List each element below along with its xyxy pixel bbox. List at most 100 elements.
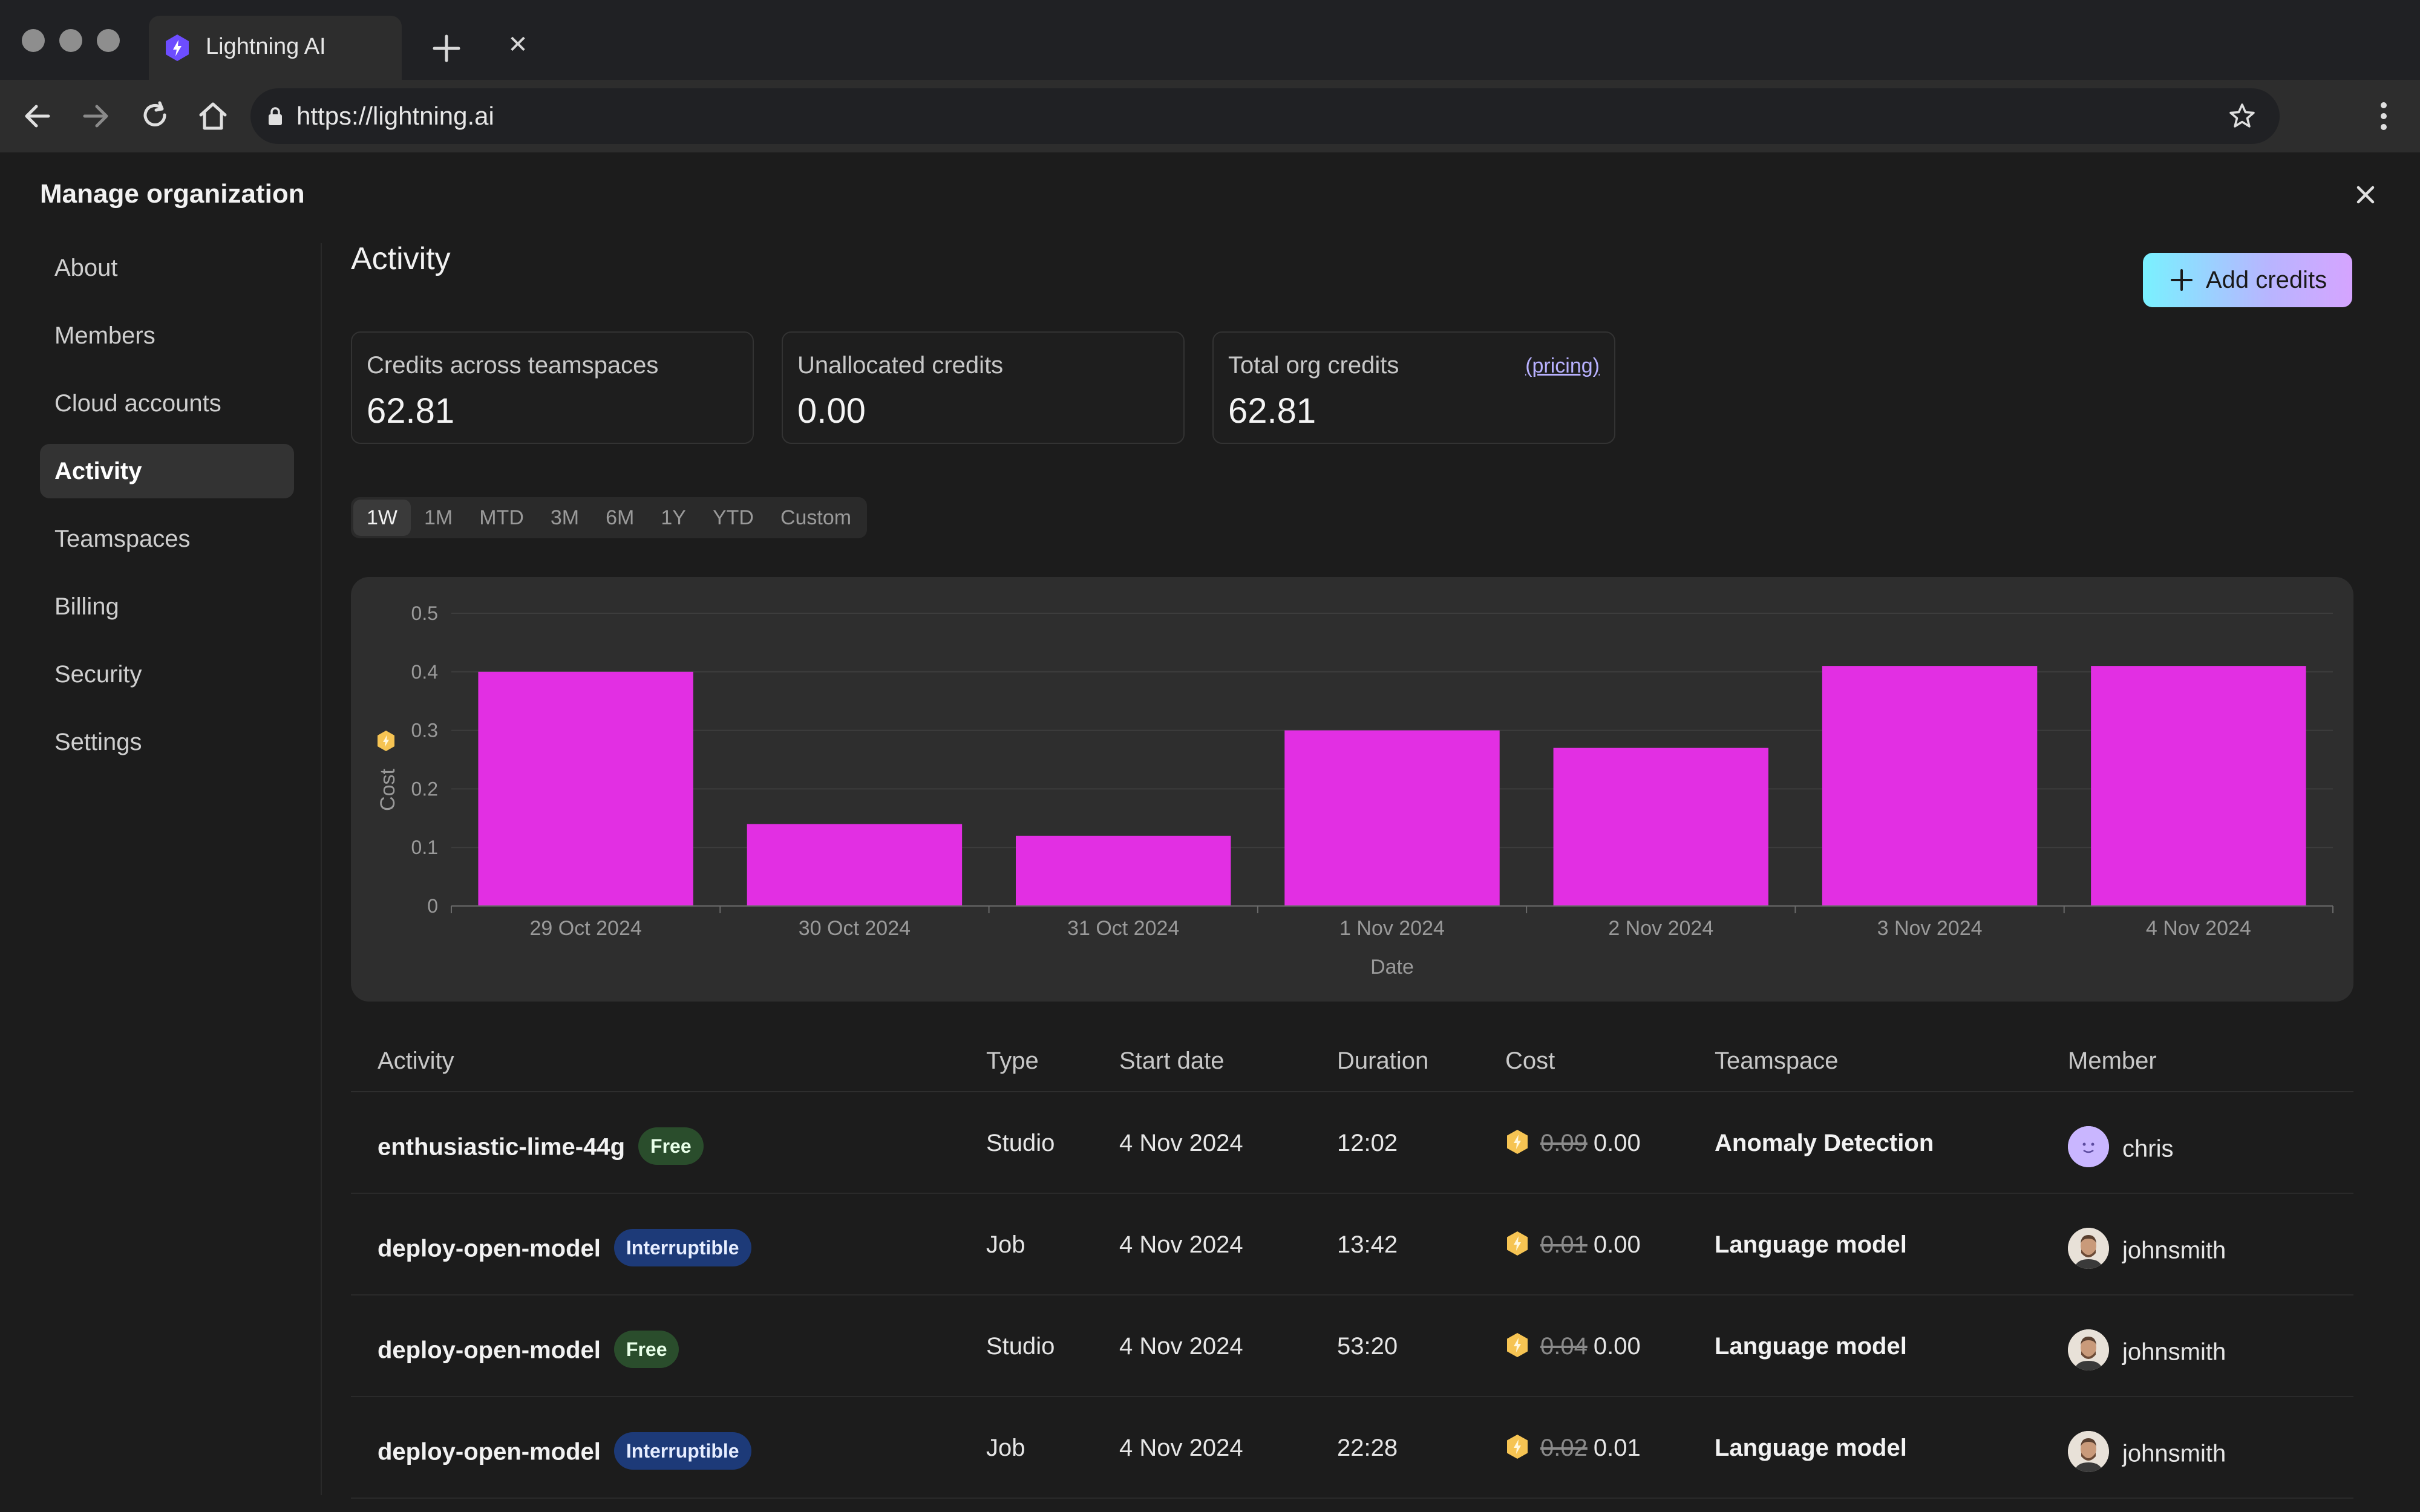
table-row[interactable]: deploy-open-model Free Studio 4 Nov 2024 53:…: [351, 1295, 2353, 1397]
column-header-start-date[interactable]: Start date: [1119, 1048, 1225, 1074]
start-date-cell: 4 Nov 2024: [1119, 1435, 1243, 1461]
table-row[interactable]: deploy-open-model Interruptible Job 4 Nov 2…: [351, 1194, 2353, 1295]
window-maximize-dot[interactable]: [97, 29, 120, 52]
credit-icon: [1505, 1332, 1529, 1358]
column-header-member[interactable]: Member: [2068, 1048, 2157, 1074]
y-tick-label: 0.2: [411, 778, 438, 800]
sidebar-item-teamspaces[interactable]: Teamspaces: [54, 526, 191, 552]
teamspace-cell[interactable]: Language model: [1715, 1231, 1907, 1258]
modal-title: Manage organization: [40, 179, 305, 209]
discounted-cost: 0.00: [1593, 1130, 1641, 1156]
pricing-link[interactable]: (pricing): [1525, 354, 1600, 377]
column-header-teamspace[interactable]: Teamspace: [1715, 1048, 1839, 1074]
sidebar-item-cloud-accounts[interactable]: Cloud accounts: [54, 390, 221, 417]
browser-menu-icon[interactable]: [2366, 97, 2402, 135]
y-tick-label: 0.5: [411, 602, 438, 624]
chart-bar: [747, 824, 963, 906]
activity-cell[interactable]: enthusiastic-lime-44g Free: [378, 1127, 704, 1167]
range-1m[interactable]: 1M: [424, 506, 453, 529]
range-1w[interactable]: 1W: [353, 500, 411, 536]
table-row[interactable]: enthusiastic-lime-44g Free Studio 4 Nov 202…: [351, 1092, 2353, 1194]
teamspace-cell[interactable]: Language model: [1715, 1435, 1907, 1461]
activity-name[interactable]: enthusiastic-lime-44g: [378, 1133, 626, 1161]
member-cell: johnsmith: [2068, 1329, 2226, 1374]
duration-cell: 22:28: [1337, 1435, 1398, 1461]
reload-icon[interactable]: [136, 97, 174, 135]
column-header-duration[interactable]: Duration: [1337, 1048, 1429, 1074]
sidebar-item-billing[interactable]: Billing: [54, 593, 119, 620]
sidebar-item-activity[interactable]: Activity: [40, 444, 294, 498]
settings-sidebar: About Members Cloud accounts Activity Te…: [40, 241, 294, 783]
discounted-cost: 0.00: [1593, 1231, 1641, 1258]
range-6m[interactable]: 6M: [606, 506, 635, 529]
page-title: Activity: [351, 241, 451, 276]
stat-value: 62.81: [1228, 391, 1316, 431]
type-cell: Studio: [986, 1333, 1055, 1360]
window-close-dot[interactable]: [22, 29, 45, 52]
type-cell: Studio: [986, 1130, 1055, 1156]
member-cell: johnsmith: [2068, 1431, 2226, 1476]
lock-icon: [269, 107, 282, 125]
x-tick-label: 2 Nov 2024: [1608, 917, 1713, 940]
duration-cell: 53:20: [1337, 1333, 1398, 1360]
window-minimize-dot[interactable]: [59, 29, 82, 52]
duration-cell: 12:02: [1337, 1130, 1398, 1156]
close-icon[interactable]: [2347, 177, 2384, 213]
activity-cell[interactable]: deploy-open-model Interruptible: [378, 1229, 751, 1269]
start-date-cell: 4 Nov 2024: [1119, 1130, 1243, 1156]
activity-name[interactable]: deploy-open-model: [378, 1438, 601, 1465]
tab-close-icon[interactable]: ✕: [508, 31, 528, 58]
stat-value: 0.00: [797, 391, 866, 431]
activity-cell[interactable]: deploy-open-model Interruptible: [378, 1432, 751, 1472]
sidebar-item-about[interactable]: About: [54, 255, 118, 281]
cost-chart: 0 0.1 0.2 0.3 0.4 0.5 29 Oct 2024 30 Oct 2024 31…: [351, 577, 2353, 1002]
chart-bar: [478, 671, 693, 906]
bookmark-star-icon[interactable]: [2228, 102, 2257, 131]
credit-icon: [1505, 1433, 1529, 1460]
new-tab-icon[interactable]: [427, 29, 466, 68]
teamspace-cell[interactable]: Anomaly Detection: [1715, 1130, 1934, 1156]
interruptible-badge: Interruptible: [613, 1432, 751, 1470]
column-header-activity[interactable]: Activity: [378, 1048, 454, 1074]
table-row[interactable]: deploy-open-model Interruptible Job 4 Nov 2…: [351, 1397, 2353, 1499]
activity-name[interactable]: deploy-open-model: [378, 1235, 601, 1262]
range-ytd[interactable]: YTD: [712, 506, 754, 529]
chart-bar: [1284, 730, 1500, 906]
x-tick-label: 1 Nov 2024: [1339, 917, 1445, 940]
range-1y[interactable]: 1Y: [661, 506, 686, 529]
address-bar[interactable]: https://lightning.ai: [250, 88, 2280, 144]
teamspace-cell[interactable]: Language model: [1715, 1333, 1907, 1360]
member-cell: johnsmith: [2068, 1228, 2226, 1272]
sidebar-item-settings[interactable]: Settings: [54, 729, 142, 755]
type-cell: Job: [986, 1231, 1025, 1258]
back-arrow-icon[interactable]: [18, 97, 57, 135]
url-text[interactable]: https://lightning.ai: [296, 102, 494, 130]
browser-toolbar: https://lightning.ai: [0, 80, 2420, 152]
start-date-cell: 4 Nov 2024: [1119, 1333, 1243, 1360]
member-name: johnsmith: [2122, 1338, 2226, 1366]
activity-name[interactable]: deploy-open-model: [378, 1337, 601, 1364]
stat-label: Unallocated credits: [797, 352, 1004, 379]
range-mtd[interactable]: MTD: [479, 506, 524, 529]
lightning-logo-icon: [166, 34, 189, 61]
add-credits-button[interactable]: Add credits: [2143, 253, 2352, 307]
free-badge: Free: [638, 1127, 704, 1165]
column-header-type[interactable]: Type: [986, 1048, 1039, 1074]
discounted-cost: 0.00: [1593, 1333, 1641, 1360]
activity-cell[interactable]: deploy-open-model Free: [378, 1331, 679, 1370]
browser-tab[interactable]: Lightning AI ✕: [149, 16, 528, 80]
chart-bar: [1553, 748, 1768, 906]
sidebar-item-security[interactable]: Security: [54, 661, 142, 688]
column-header-cost[interactable]: Cost: [1505, 1048, 1555, 1074]
range-custom[interactable]: Custom: [780, 506, 852, 529]
cost-cell: 0.04 0.00: [1505, 1333, 1641, 1361]
home-icon[interactable]: [194, 97, 232, 135]
tab-title: Lightning AI: [206, 34, 326, 59]
forward-arrow-icon[interactable]: [76, 97, 115, 135]
cost-cell: 0.01 0.00: [1505, 1231, 1641, 1259]
y-tick-label: 0: [427, 895, 438, 917]
original-cost: 0.01: [1540, 1231, 1588, 1258]
sidebar-item-members[interactable]: Members: [54, 322, 155, 349]
x-tick-label: 31 Oct 2024: [1067, 917, 1179, 940]
range-3m[interactable]: 3M: [550, 506, 580, 529]
